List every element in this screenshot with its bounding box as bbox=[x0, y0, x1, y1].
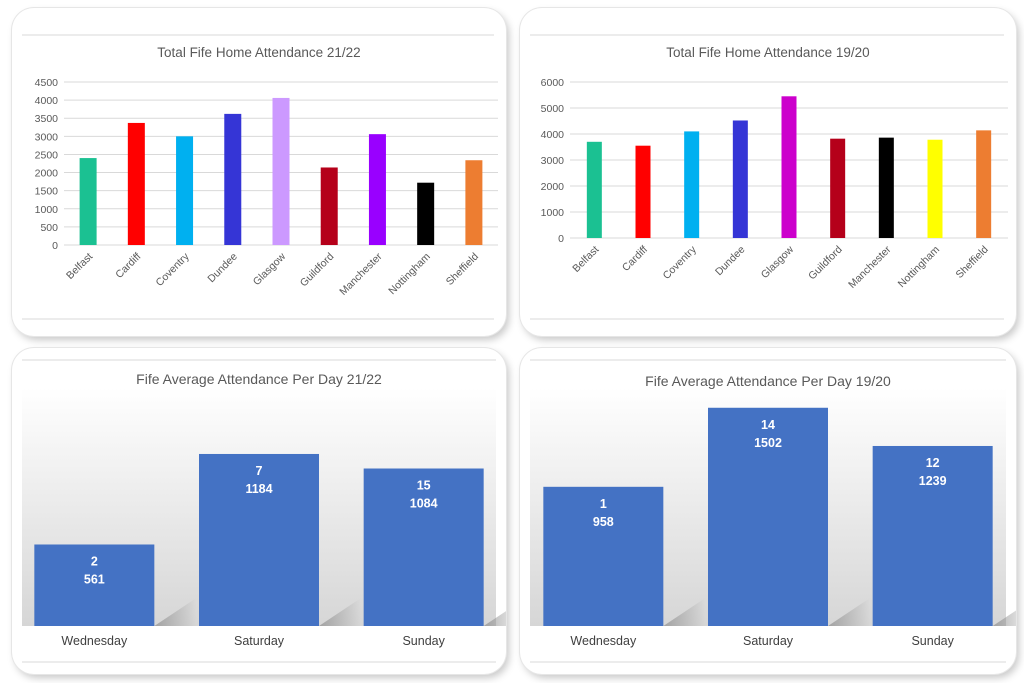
category-label: Dundee bbox=[713, 244, 748, 279]
y-tick-label: 0 bbox=[558, 233, 564, 245]
bar-shadow bbox=[663, 598, 706, 626]
category-label: Nottingham bbox=[386, 250, 433, 297]
y-tick-label: 6000 bbox=[541, 77, 565, 89]
data-label-average: 1084 bbox=[410, 497, 438, 511]
category-label: Nottingham bbox=[896, 243, 943, 290]
y-tick-label: 1500 bbox=[35, 186, 59, 198]
y-tick-label: 3500 bbox=[35, 113, 59, 125]
category-label: Cardiff bbox=[620, 244, 650, 274]
category-label: Belfast bbox=[570, 244, 601, 275]
y-tick-label: 2500 bbox=[35, 149, 59, 161]
bar-cardiff bbox=[635, 145, 651, 238]
bar-glasgow bbox=[272, 97, 290, 245]
y-tick-label: 2000 bbox=[35, 168, 59, 180]
data-label-count: 12 bbox=[926, 456, 940, 470]
y-tick-label: 1000 bbox=[35, 204, 59, 216]
data-label-average: 1239 bbox=[919, 474, 947, 488]
bar-coventry bbox=[684, 131, 700, 238]
category-label: Dundee bbox=[205, 251, 240, 286]
bar-belfast bbox=[79, 158, 97, 245]
category-label: Saturday bbox=[743, 634, 794, 648]
bar-sunday bbox=[872, 445, 993, 626]
bar-wednesday bbox=[543, 486, 664, 626]
bar-manchester bbox=[368, 134, 386, 245]
y-tick-label: 4500 bbox=[35, 77, 59, 89]
bar-dundee bbox=[732, 120, 748, 238]
category-label: Manchester bbox=[846, 243, 894, 291]
bar-manchester bbox=[878, 137, 894, 238]
y-tick-label: 3000 bbox=[541, 155, 565, 167]
bar-shadow bbox=[319, 598, 361, 626]
category-label: Sunday bbox=[402, 634, 445, 648]
bar-guildford bbox=[320, 167, 338, 245]
category-label: Coventry bbox=[153, 250, 192, 289]
data-label-count: 15 bbox=[417, 479, 431, 493]
data-label-average: 561 bbox=[84, 572, 105, 586]
y-tick-label: 4000 bbox=[541, 129, 565, 141]
category-label: Glasgow bbox=[759, 243, 797, 281]
chart-average-per-day-2122: Fife Average Attendance Per Day 21/22 2 56… bbox=[22, 359, 506, 663]
chart-card-attendance-1920: Total Fife Home Attendance 19/20 0 1000 200… bbox=[520, 8, 1016, 336]
chart-title: Total Fife Home Attendance 19/20 bbox=[666, 45, 869, 60]
chart-card-average-per-day-1920: Fife Average Attendance Per Day 19/20 1 95… bbox=[520, 348, 1016, 674]
data-label-average: 1184 bbox=[245, 482, 272, 496]
category-label: Coventry bbox=[661, 243, 700, 282]
bar-guildford bbox=[830, 138, 846, 238]
category-label: Belfast bbox=[64, 251, 95, 282]
chart-title: Fife Average Attendance Per Day 21/22 bbox=[136, 371, 382, 387]
data-label-average: 958 bbox=[593, 515, 614, 529]
category-label: Saturday bbox=[234, 634, 285, 648]
y-tick-label: 1000 bbox=[541, 207, 565, 219]
category-label: Sheffield bbox=[444, 251, 481, 288]
bar-wednesday bbox=[34, 544, 155, 626]
y-tick-label: 0 bbox=[52, 240, 58, 252]
y-tick-label: 4000 bbox=[35, 95, 59, 107]
category-label: Manchester bbox=[337, 250, 385, 298]
bar-saturday bbox=[199, 453, 319, 626]
chart-card-attendance-2122: Total Fife Home Attendance 21/22 0 500 1000… bbox=[12, 8, 506, 336]
y-tick-label: 500 bbox=[40, 222, 58, 234]
y-tick-label: 3000 bbox=[35, 131, 59, 143]
bar-sheffield bbox=[465, 160, 483, 245]
bar-belfast bbox=[586, 141, 602, 238]
data-label-count: 1 bbox=[600, 497, 607, 511]
chart-title: Total Fife Home Attendance 21/22 bbox=[157, 45, 360, 60]
bar-nottingham bbox=[417, 182, 435, 245]
bar-saturday bbox=[708, 407, 828, 626]
data-label-count: 14 bbox=[761, 418, 775, 432]
bar-shadow bbox=[154, 598, 197, 626]
chart-card-average-per-day-2122: Fife Average Attendance Per Day 21/22 2 56… bbox=[12, 348, 506, 674]
data-label-count: 2 bbox=[91, 554, 98, 568]
category-label: Sheffield bbox=[954, 244, 991, 281]
y-tick-label: 5000 bbox=[541, 103, 565, 115]
category-label: Sunday bbox=[911, 634, 954, 648]
bar-shadow bbox=[828, 598, 870, 626]
bar-cardiff bbox=[127, 122, 145, 245]
chart-average-per-day-1920: Fife Average Attendance Per Day 19/20 1 95… bbox=[530, 359, 1016, 663]
bar-coventry bbox=[176, 136, 194, 245]
bar-glasgow bbox=[781, 96, 797, 238]
category-label: Guildford bbox=[298, 251, 337, 290]
data-label-count: 7 bbox=[256, 464, 263, 478]
category-label: Wednesday bbox=[61, 634, 128, 648]
category-label: Cardiff bbox=[113, 251, 143, 281]
bar-dundee bbox=[224, 113, 242, 246]
chart-title: Fife Average Attendance Per Day 19/20 bbox=[645, 373, 891, 389]
bar-sunday bbox=[363, 468, 484, 626]
bar-sheffield bbox=[976, 130, 992, 238]
data-label-average: 1502 bbox=[754, 436, 782, 450]
category-label: Guildford bbox=[806, 244, 845, 283]
category-label: Wednesday bbox=[570, 634, 637, 648]
y-tick-label: 2000 bbox=[541, 181, 565, 193]
chart-total-attendance-2122: Total Fife Home Attendance 21/22 0 500 1000… bbox=[22, 34, 498, 320]
bar-nottingham bbox=[927, 139, 943, 238]
chart-total-attendance-1920: Total Fife Home Attendance 19/20 0 1000 200… bbox=[530, 34, 1008, 320]
category-label: Glasgow bbox=[251, 250, 289, 288]
